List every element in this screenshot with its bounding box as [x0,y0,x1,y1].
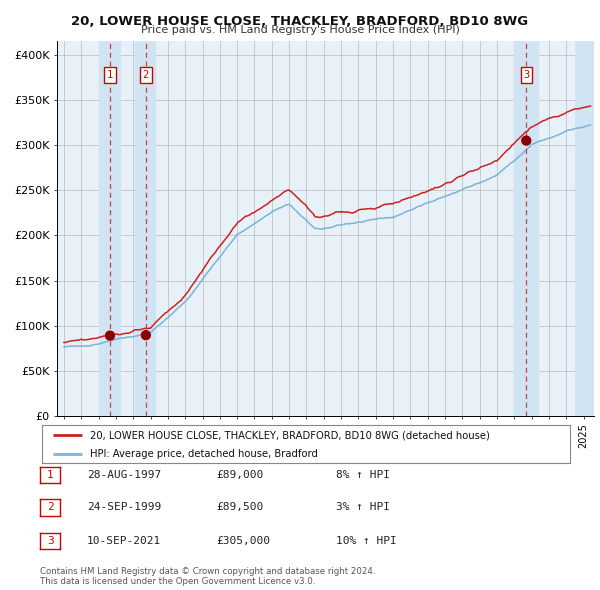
Bar [98,41,120,416]
Text: 8% ↑ HPI: 8% ↑ HPI [336,470,390,480]
Text: 2: 2 [47,503,53,512]
Point [141,330,151,340]
Text: 28-AUG-1997: 28-AUG-1997 [87,470,161,480]
Text: 10% ↑ HPI: 10% ↑ HPI [336,536,397,546]
Text: 1: 1 [107,70,113,80]
Text: 3: 3 [47,536,53,546]
Text: 2: 2 [143,70,149,80]
Text: 20, LOWER HOUSE CLOSE, THACKLEY, BRADFORD, BD10 8WG: 20, LOWER HOUSE CLOSE, THACKLEY, BRADFOR… [71,15,529,28]
Text: 3: 3 [523,70,529,80]
Text: Price paid vs. HM Land Registry's House Price Index (HPI): Price paid vs. HM Land Registry's House … [140,25,460,35]
Text: 20, LOWER HOUSE CLOSE, THACKLEY, BRADFORD, BD10 8WG (detached house): 20, LOWER HOUSE CLOSE, THACKLEY, BRADFOR… [89,430,490,440]
Bar [575,41,594,416]
Text: £305,000: £305,000 [216,536,270,546]
Text: HPI: Average price, detached house, Bradford: HPI: Average price, detached house, Brad… [89,448,317,458]
Text: £89,500: £89,500 [216,503,263,512]
Text: 1: 1 [47,470,53,480]
Point [105,331,115,340]
Text: 24-SEP-1999: 24-SEP-1999 [87,503,161,512]
Bar [135,41,155,416]
Text: Contains HM Land Registry data © Crown copyright and database right 2024.
This d: Contains HM Land Registry data © Crown c… [40,567,376,586]
Text: 10-SEP-2021: 10-SEP-2021 [87,536,161,546]
Text: £89,000: £89,000 [216,470,263,480]
Text: 3% ↑ HPI: 3% ↑ HPI [336,503,390,512]
Bar [514,41,538,416]
Point [521,136,531,145]
